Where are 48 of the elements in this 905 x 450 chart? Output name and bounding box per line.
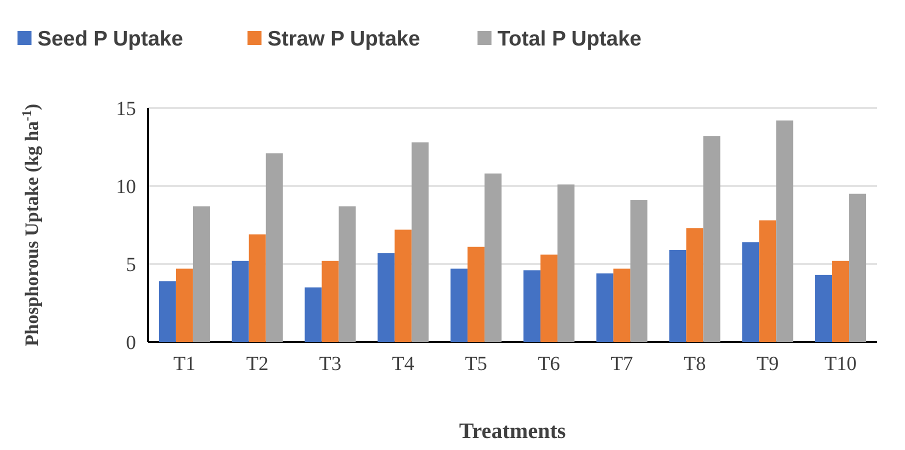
- legend-label: Total P Uptake: [498, 27, 642, 50]
- x-tick-label: T6: [538, 353, 560, 375]
- y-tick-label: 5: [126, 254, 136, 276]
- bar: [248, 234, 266, 342]
- bar: [703, 136, 720, 342]
- legend-label: Seed P Uptake: [38, 27, 184, 50]
- bar: [630, 200, 648, 342]
- x-tick-label: T8: [684, 353, 706, 375]
- bar: [776, 120, 794, 342]
- bar: [394, 230, 412, 342]
- bar: [450, 268, 468, 342]
- y-tick-label: 0: [126, 332, 136, 354]
- bar: [338, 206, 356, 342]
- x-tick-label: T2: [246, 353, 268, 375]
- bar: [742, 242, 760, 342]
- bar: [613, 268, 630, 342]
- bar: [176, 268, 193, 342]
- bar: [596, 273, 614, 342]
- x-tick-label: T4: [392, 353, 414, 375]
- legend-label: Straw P Uptake: [268, 27, 420, 50]
- bar: [322, 260, 339, 342]
- bar: [232, 260, 249, 342]
- bar: [540, 254, 558, 342]
- bar: [468, 246, 485, 342]
- x-tick-label: T9: [756, 353, 779, 375]
- bar: [192, 206, 210, 342]
- bar: [378, 253, 395, 342]
- bar: [815, 274, 832, 342]
- bar: [304, 287, 322, 342]
- bar: [557, 184, 574, 342]
- y-tick-label: 10: [116, 176, 136, 198]
- x-tick-label: T7: [610, 353, 633, 375]
- bar: [669, 250, 686, 342]
- x-tick-label: T10: [824, 353, 857, 375]
- x-tick-label: T3: [319, 353, 342, 375]
- x-tick-label: T5: [464, 353, 488, 375]
- bar: [686, 228, 704, 342]
- bar: [484, 174, 502, 342]
- bar: [849, 194, 866, 342]
- bar: [832, 260, 850, 342]
- x-axis-title: Treatments: [459, 418, 566, 443]
- bar: [523, 270, 540, 342]
- bar: [759, 220, 776, 342]
- bar: [412, 142, 429, 342]
- y-tick-label: 15: [116, 98, 136, 120]
- x-tick-label: T1: [173, 353, 196, 375]
- bar: [158, 281, 176, 342]
- bar: [266, 153, 283, 342]
